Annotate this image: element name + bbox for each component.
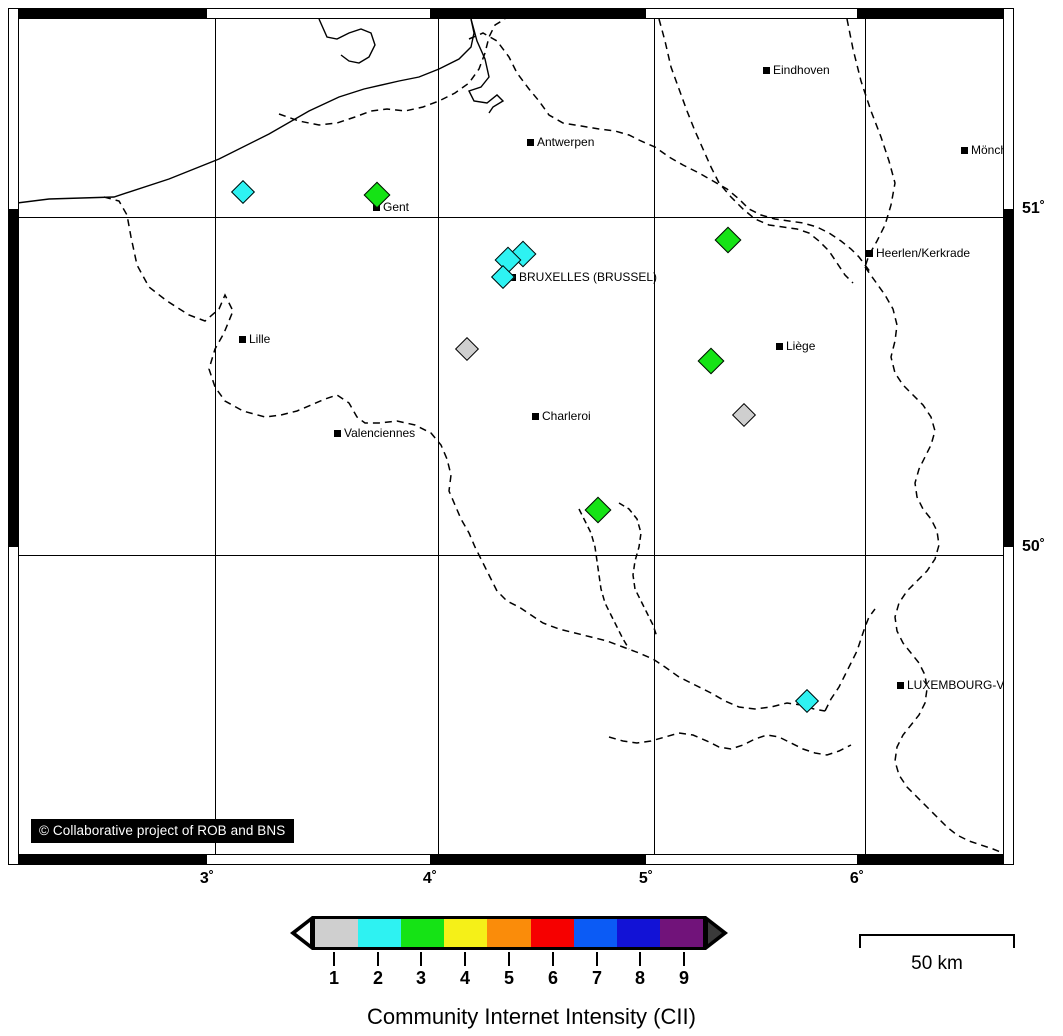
lon-tick-5: 5˚ xyxy=(638,870,654,887)
frame-seg-right-2 xyxy=(1004,547,1013,864)
colorbar-cell-7[interactable] xyxy=(573,919,617,947)
map-frame: Eindhoven Mönchengladbach Antwerpen Gent… xyxy=(8,8,1014,865)
colorbar-label-5: 5 xyxy=(503,968,515,988)
border-netherlands-germany-west xyxy=(658,19,854,284)
colorbar-swatches[interactable] xyxy=(312,916,706,950)
frame-seg-top-1 xyxy=(207,9,430,18)
frame-seg-bottom-1 xyxy=(207,855,430,864)
border-luxembourg-west xyxy=(824,608,876,712)
colorbar-cell-3[interactable] xyxy=(401,919,445,947)
city-lille: Lille xyxy=(239,333,270,345)
gridline-lon-6 xyxy=(865,19,866,854)
gridline-lon-3 xyxy=(215,19,216,854)
city-marker-icon xyxy=(866,249,873,257)
colorbar-label-4: 4 xyxy=(459,968,471,988)
colorbar-label-8: 8 xyxy=(634,968,646,988)
city-marker-icon xyxy=(776,342,783,350)
estuary xyxy=(318,19,376,64)
city-marker-icon xyxy=(527,138,534,146)
frame-band-top xyxy=(8,8,1014,19)
lat-tick-50: 50˚ xyxy=(1022,538,1046,555)
city-charleroi: Charleroi xyxy=(532,410,591,422)
border-belgium-netherlands xyxy=(468,32,872,274)
colorbar-cell-1[interactable] xyxy=(315,919,359,947)
city-heerlen-kerkrade: Heerlen/Kerkrade xyxy=(866,247,970,259)
colorbar-label-3: 3 xyxy=(415,968,427,988)
border-belgium-netherlands-coast xyxy=(278,19,506,126)
city-marker-icon xyxy=(334,429,341,437)
border-internal-1 xyxy=(578,508,630,650)
scale-bar xyxy=(859,934,1015,948)
gridline-lat-51 xyxy=(19,217,1003,218)
attribution-banner: © Collaborative project of ROB and BNS xyxy=(31,818,295,843)
country-borders-svg xyxy=(19,19,1003,854)
colorbar-cell-2[interactable] xyxy=(358,919,402,947)
border-east xyxy=(864,266,1003,854)
frame-seg-right-1 xyxy=(1004,9,1013,209)
colorbar-tick-6 xyxy=(552,952,554,966)
border-luxembourg-france xyxy=(608,732,852,756)
border-belgium-france xyxy=(103,196,826,712)
colorbar-label-9: 9 xyxy=(678,968,690,988)
colorbar-title: Community Internet Intensity (CII) xyxy=(367,1004,696,1029)
colorbar-label-1: 1 xyxy=(328,968,340,988)
colorbar-label-7: 7 xyxy=(591,968,603,988)
frame-band-right xyxy=(1003,8,1014,865)
frame-seg-top-2 xyxy=(646,9,857,18)
map-plot-area[interactable]: Eindhoven Mönchengladbach Antwerpen Gent… xyxy=(19,19,1003,854)
city-marker-icon xyxy=(532,412,539,420)
city-marker-icon xyxy=(763,66,770,74)
frame-band-bottom xyxy=(8,854,1014,865)
lat-tick-51: 51˚ xyxy=(1022,200,1046,217)
colorbar-cell-9[interactable] xyxy=(659,919,703,947)
gridline-lat-50 xyxy=(19,555,1003,556)
city-liege: Liège xyxy=(776,340,815,352)
colorbar-tick-5 xyxy=(508,952,510,966)
scale-bar-label: 50 km xyxy=(911,953,963,974)
frame-seg-left-2 xyxy=(9,547,18,864)
colorbar-arrow-left-icon xyxy=(290,916,312,950)
colorbar-arrow-right-icon xyxy=(706,916,728,950)
lon-tick-4: 4˚ xyxy=(422,870,438,887)
colorbar-label-2: 2 xyxy=(372,968,384,988)
colorbar-cell-5[interactable] xyxy=(487,919,531,947)
city-bruxelles: BRUXELLES (BRUSSEL) xyxy=(509,271,657,283)
city-monchengladbach: Mönchengladbach xyxy=(961,144,1003,156)
border-netherlands-germany-east xyxy=(846,19,896,268)
city-valenciennes: Valenciennes xyxy=(334,427,415,439)
city-marker-icon xyxy=(897,681,904,689)
colorbar-tick-1 xyxy=(333,952,335,966)
frame-band-left xyxy=(8,8,19,865)
colorbar-tick-8 xyxy=(639,952,641,966)
city-antwerpen: Antwerpen xyxy=(527,136,594,148)
coastline xyxy=(19,19,475,204)
frame-seg-bottom-2 xyxy=(646,855,857,864)
frame-seg-left-1 xyxy=(9,9,18,209)
colorbar-tick-3 xyxy=(420,952,422,966)
colorbar-cell-8[interactable] xyxy=(616,919,660,947)
colorbar-cell-4[interactable] xyxy=(444,919,488,947)
colorbar-tick-9 xyxy=(683,952,685,966)
colorbar-label-6: 6 xyxy=(547,968,559,988)
colorbar-cell-6[interactable] xyxy=(530,919,574,947)
colorbar-tick-2 xyxy=(377,952,379,966)
colorbar-tick-7 xyxy=(596,952,598,966)
city-marker-icon xyxy=(239,335,246,343)
lon-tick-3: 3˚ xyxy=(199,870,215,887)
colorbar-tick-4 xyxy=(464,952,466,966)
city-eindhoven: Eindhoven xyxy=(763,64,830,76)
lon-tick-6: 6˚ xyxy=(849,870,865,887)
city-luxembourg-ville: LUXEMBOURG-VILLE xyxy=(897,679,1003,691)
city-marker-icon xyxy=(961,146,968,154)
border-internal-2 xyxy=(618,502,658,638)
gridline-lon-5 xyxy=(654,19,655,854)
colorbar[interactable]: 1 2 3 4 5 6 7 8 9 xyxy=(290,916,728,988)
gridline-lon-4 xyxy=(438,19,439,854)
